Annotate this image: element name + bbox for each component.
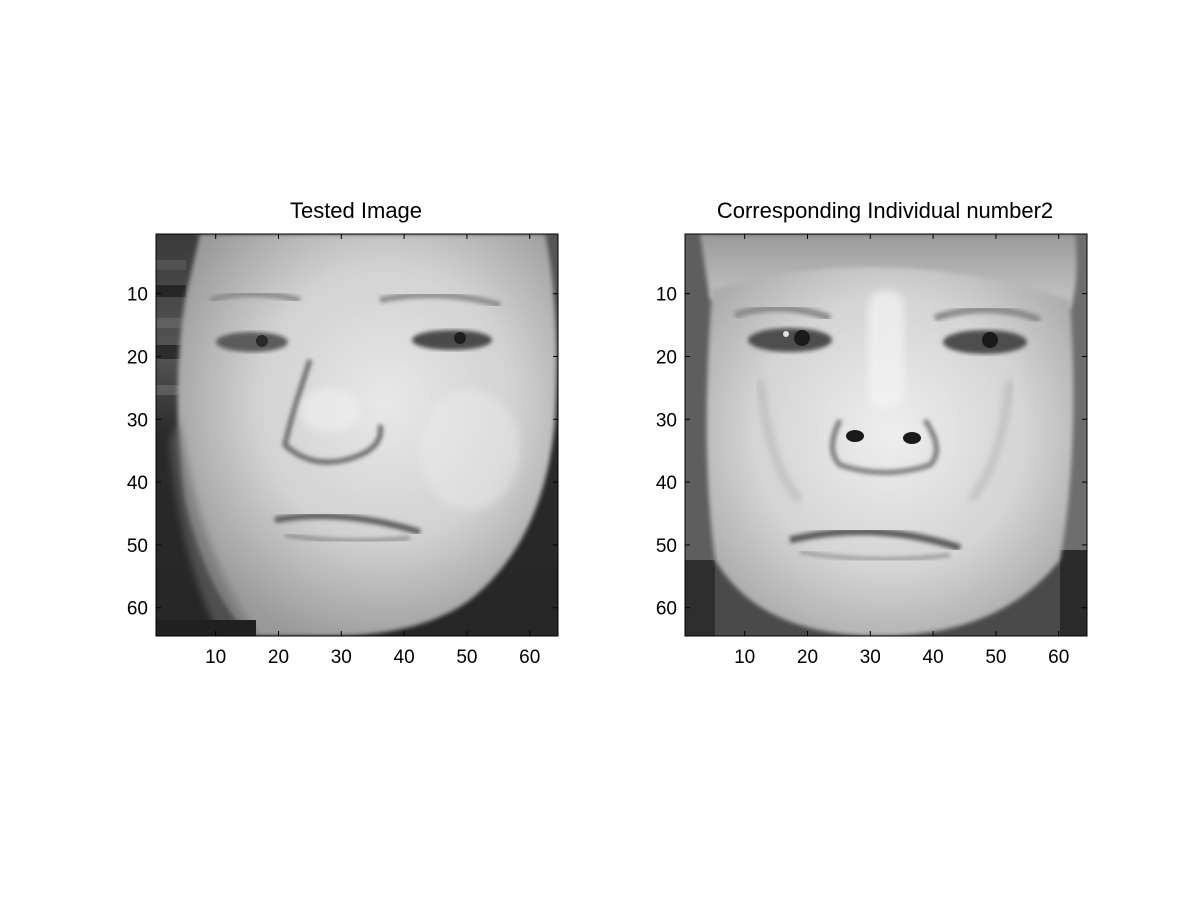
match-y-tick-label: 30 [656,410,677,431]
tested-x-tick-label: 50 [456,647,477,668]
match-x-tick-label: 40 [923,647,944,668]
tested-axes-box [155,233,559,637]
tested-y-axis: 10 20 30 40 50 60 [127,285,558,620]
match-y-tick-label: 40 [656,473,677,494]
tested-y-tick-label: 40 [127,473,148,494]
tested-x-tick-label: 10 [205,647,226,668]
match-x-tick-label: 30 [860,647,881,668]
tested-x-axis: 10 20 30 40 50 60 [205,234,540,668]
match-image-panel: Corresponding Individual number2 [656,198,1088,668]
match-y-tick-label: 50 [656,536,677,557]
tested-y-tick-label: 60 [127,599,148,620]
tested-y-tick-label: 10 [127,285,148,306]
tested-x-tick-label: 60 [519,647,540,668]
match-image-title: Corresponding Individual number2 [717,198,1053,223]
tested-y-tick-label: 20 [127,347,148,368]
tested-y-tick-label: 30 [127,410,148,431]
match-x-tick-label: 20 [797,647,818,668]
match-x-tick-label: 50 [985,647,1006,668]
match-x-tick-label: 10 [734,647,755,668]
tested-y-tick-label: 50 [127,536,148,557]
match-y-axis: 10 20 30 40 50 60 [656,285,1087,620]
tested-image-title: Tested Image [290,198,422,223]
match-face-image [685,234,1087,636]
tested-face-image [156,234,558,636]
tested-image-panel: Tested Image [127,198,559,668]
match-x-axis: 10 20 30 40 50 60 [734,234,1069,668]
tested-x-tick-label: 40 [394,647,415,668]
match-x-tick-label: 60 [1048,647,1069,668]
match-y-tick-label: 60 [656,599,677,620]
match-y-tick-label: 10 [656,285,677,306]
match-axes-box [684,233,1088,637]
match-y-tick-label: 20 [656,347,677,368]
tested-x-tick-label: 30 [331,647,352,668]
tested-x-tick-label: 20 [268,647,289,668]
